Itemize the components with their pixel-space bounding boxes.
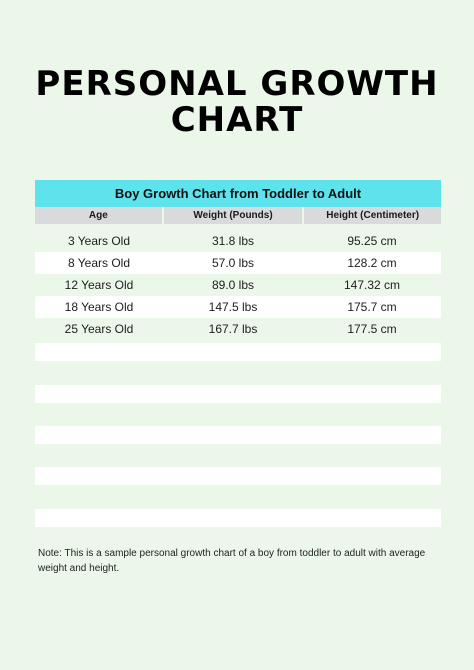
table-row: 18 Years Old 147.5 lbs 175.7 cm bbox=[35, 296, 441, 318]
table-header-row: Age Weight (Pounds) Height (Centimeter) bbox=[35, 207, 441, 224]
cell-weight: 57.0 lbs bbox=[211, 256, 255, 270]
cell-weight: 167.7 lbs bbox=[208, 322, 258, 336]
cell-height: 128.2 cm bbox=[347, 256, 397, 270]
table-row: 25 Years Old 167.7 lbs 177.5 cm bbox=[35, 318, 441, 340]
empty-row bbox=[35, 385, 441, 403]
table-caption: Boy Growth Chart from Toddler to Adult bbox=[35, 180, 441, 207]
cell-age: 8 Years Old bbox=[67, 256, 131, 270]
cell-weight: 89.0 lbs bbox=[211, 278, 255, 292]
table-row: 12 Years Old 89.0 lbs 147.32 cm bbox=[35, 274, 441, 296]
empty-row bbox=[35, 467, 441, 485]
empty-row bbox=[35, 343, 441, 361]
cell-age: 3 Years Old bbox=[67, 234, 131, 248]
header-age: Age bbox=[35, 207, 162, 224]
header-height: Height (Centimeter) bbox=[304, 207, 441, 224]
cell-height: 147.32 cm bbox=[343, 278, 401, 292]
empty-row bbox=[35, 426, 441, 444]
cell-age: 18 Years Old bbox=[64, 300, 134, 314]
cell-age: 25 Years Old bbox=[64, 322, 134, 336]
table-row: 3 Years Old 31.8 lbs 95.25 cm bbox=[35, 230, 441, 252]
cell-height: 177.5 cm bbox=[347, 322, 397, 336]
page-title: PERSONAL GROWTH CHART bbox=[35, 64, 439, 140]
empty-row bbox=[35, 509, 441, 527]
cell-weight: 31.8 lbs bbox=[211, 234, 255, 248]
footnote: Note: This is a sample personal growth c… bbox=[38, 548, 426, 574]
table-row: 8 Years Old 57.0 lbs 128.2 cm bbox=[35, 252, 441, 274]
growth-table: Boy Growth Chart from Toddler to Adult A… bbox=[35, 180, 441, 340]
cell-height: 175.7 cm bbox=[347, 300, 397, 314]
cell-weight: 147.5 lbs bbox=[208, 300, 258, 314]
cell-age: 12 Years Old bbox=[64, 278, 134, 292]
cell-height: 95.25 cm bbox=[347, 234, 397, 248]
header-weight: Weight (Pounds) bbox=[163, 207, 303, 224]
